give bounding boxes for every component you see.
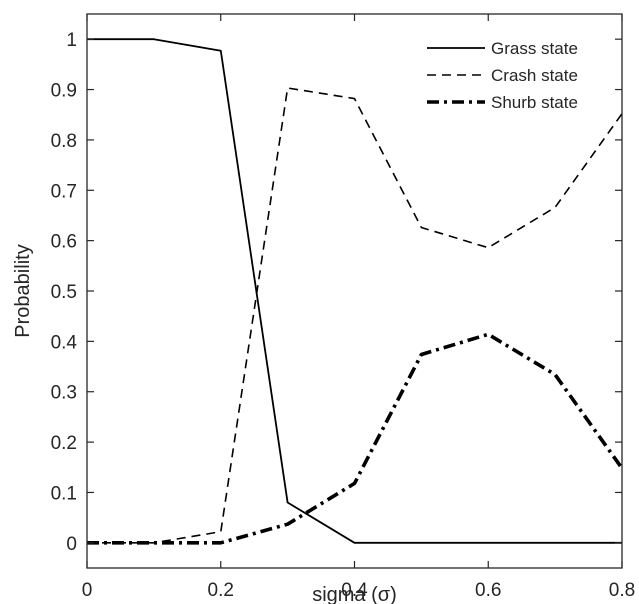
legend-label: Grass state	[491, 39, 578, 58]
y-tick-label: 1	[66, 30, 77, 51]
y-axis: 0 0.1 0.2 0.3 0.4 0.5 0.6 0.7 0.8 0.9 1	[51, 30, 622, 555]
plot-lines	[87, 38, 622, 545]
x-tick-label: 0.2	[208, 580, 234, 601]
x-tick-label: 0	[82, 580, 93, 601]
y-axis-label: Probability	[12, 244, 34, 337]
series-line-shurb-state	[87, 332, 622, 545]
y-tick-label: 0.1	[51, 483, 77, 504]
series-line-crash-state	[87, 87, 622, 544]
y-tick-label: 0.8	[51, 131, 77, 152]
y-tick-label: 0.7	[51, 181, 77, 202]
x-tick-label: 0.4	[341, 580, 368, 601]
legend-label: Shurb state	[491, 93, 578, 112]
y-tick-label: 0.2	[51, 433, 77, 454]
legend-label: Crash state	[491, 66, 578, 85]
x-tick-label: 0.6	[475, 580, 501, 601]
x-axis: 0 0.2 0.4 0.6 0.8	[82, 14, 635, 601]
y-tick-label: 0.4	[51, 332, 78, 353]
y-tick-label: 0.3	[51, 383, 77, 404]
y-tick-label: 0	[66, 534, 77, 555]
y-tick-label: 0.6	[51, 232, 77, 253]
y-tick-label: 0.9	[51, 81, 77, 102]
x-axis-label: sigma (σ)	[312, 584, 397, 604]
legend: Grass state Crash state Shurb state	[427, 39, 578, 112]
y-tick-label: 0.5	[51, 282, 77, 303]
x-tick-label: 0.8	[609, 580, 635, 601]
series-line-grass-state	[87, 38, 622, 544]
